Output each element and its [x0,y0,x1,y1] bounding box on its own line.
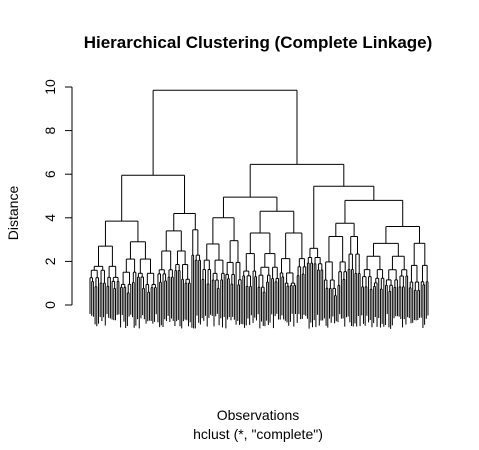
y-tick-label: 6 [42,170,58,178]
y-tick-label: 10 [42,79,58,95]
chart-title: Hierarchical Clustering (Complete Linkag… [84,33,433,52]
method-sublabel: hclust (*, "complete") [193,426,323,442]
dendrogram-tree [89,89,429,329]
y-tick-label: 0 [42,301,58,309]
y-tick-label: 8 [42,126,58,134]
y-tick-label: 4 [42,214,58,222]
y-axis-label: Distance [5,186,21,241]
y-tick-label: 2 [42,257,58,265]
y-axis: 0 2 4 6 8 10 [42,79,73,309]
x-axis-label: Observations [217,407,299,423]
